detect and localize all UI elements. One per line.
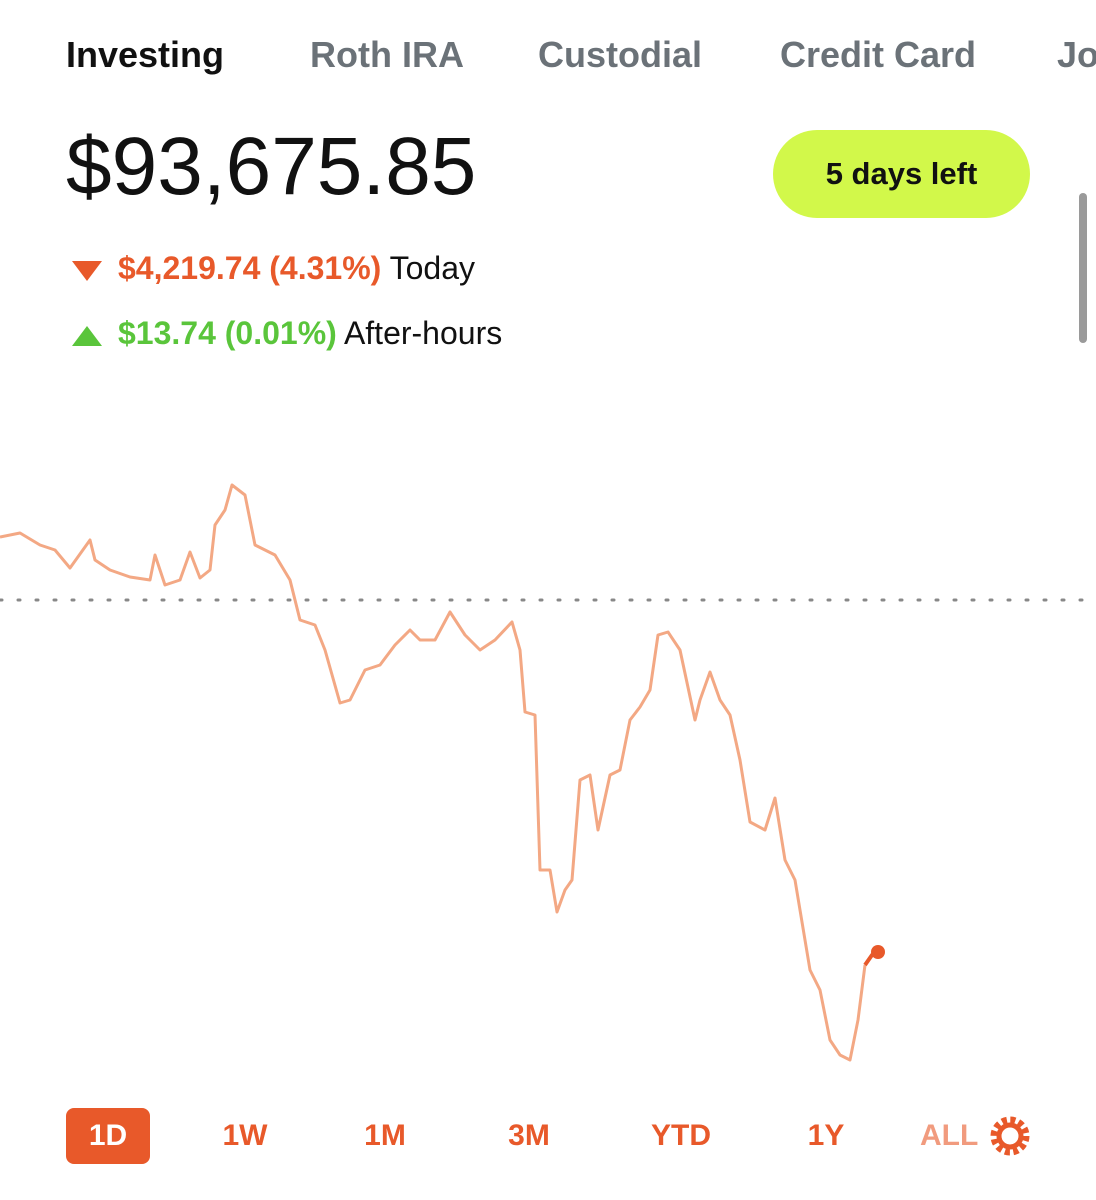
price-chart [0,483,1096,1062]
range-button[interactable]: 1D [66,1108,150,1164]
tab[interactable]: Jo [1057,34,1096,75]
badge-button[interactable]: 5 days left [773,130,1030,218]
settings-gear[interactable] [988,1114,1032,1158]
range-button[interactable]: YTD [651,1119,711,1152]
tab[interactable]: Roth IRA [310,34,464,75]
tab[interactable]: Investing [66,34,225,75]
current-dot [871,945,885,959]
today-label: Today [389,250,475,286]
tab[interactable]: Custodial [538,34,703,75]
range-button[interactable]: 1W [222,1119,268,1152]
range-button[interactable]: 1M [364,1119,406,1152]
today-change: $4,219.74 (4.31%) [118,250,382,286]
tab[interactable]: Credit Card [780,34,977,75]
up-arrow [72,325,102,346]
after-hours-change: $13.74 (0.01%) [118,315,337,351]
range-button[interactable]: 3M [508,1119,550,1152]
after-hours-label: After-hours [343,315,503,351]
range-button[interactable]: 1Y [807,1119,845,1152]
balance: $93,675.85 [66,121,477,212]
down-arrow [72,260,102,281]
today-row: $4,219.74 (4.31%) Today [70,250,475,287]
price-line [0,483,867,1062]
after-hours-row: $13.74 (0.01%) After-hours [70,315,502,352]
range-button[interactable]: ALL [920,1119,979,1152]
scrollbar [1079,193,1087,343]
